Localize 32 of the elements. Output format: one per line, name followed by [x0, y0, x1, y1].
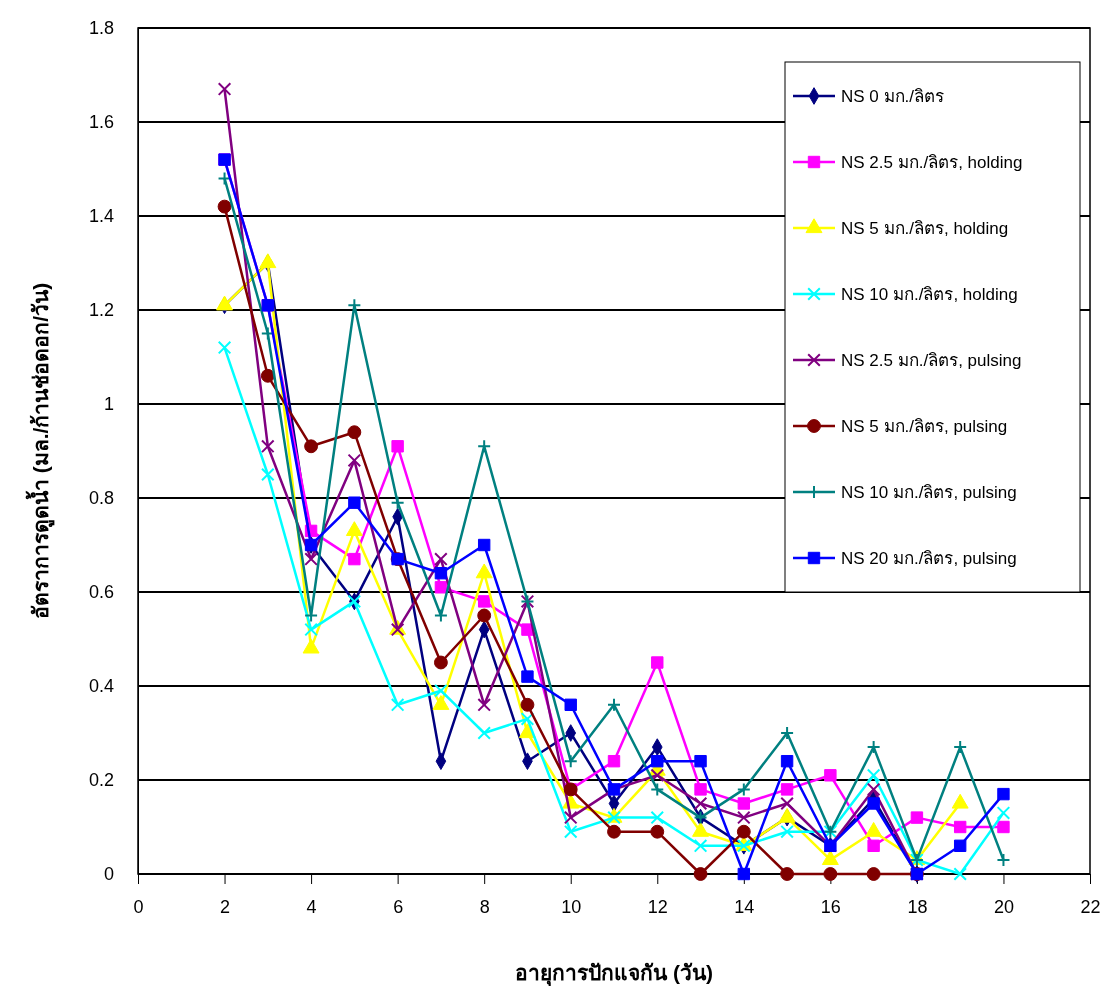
x-axis-title: อายุการปักแจกัน (วัน) — [515, 961, 713, 987]
legend-label: NS 0 มก./ลิตร — [841, 87, 944, 106]
legend-label: NS 2.5 มก./ลิตร, holding — [841, 153, 1023, 172]
y-tick-label: 1.6 — [88, 112, 114, 133]
x-tick-label: 20 — [993, 896, 1014, 917]
y-tick-label: 0.4 — [88, 676, 114, 697]
x-tick-label: 6 — [393, 896, 404, 917]
x-tick-label: 4 — [306, 896, 317, 917]
y-tick-label: 1.2 — [88, 300, 114, 321]
x-tick-label: 2 — [220, 896, 231, 917]
y-axis-title: อัตราการดูดน้ำ (มล./ก้านช่อดอก/วัน) — [25, 282, 55, 620]
legend-label: NS 20 มก./ลิตร, pulsing — [841, 549, 1017, 568]
x-tick-label: 8 — [479, 896, 490, 917]
x-tick-label: 10 — [561, 896, 582, 917]
legend-label: NS 10 มก./ลิตร, pulsing — [841, 483, 1017, 502]
y-tick-label: 0.8 — [88, 488, 114, 509]
x-tick-label: 12 — [647, 896, 668, 917]
x-tick-label: 16 — [820, 896, 841, 917]
legend-label: NS 5 มก./ลิตร, holding — [841, 219, 1009, 238]
legend-label: NS 10 มก./ลิตร, holding — [841, 285, 1018, 304]
legend-label: NS 2.5 มก./ลิตร, pulsing — [841, 351, 1022, 370]
x-tick-label: 22 — [1080, 896, 1101, 917]
x-tick-label: 0 — [133, 896, 144, 917]
x-tick-label: 18 — [907, 896, 928, 917]
y-tick-label: 0.2 — [88, 770, 114, 791]
y-tick-label: 1.8 — [88, 18, 114, 39]
y-tick-label: 0 — [103, 864, 114, 885]
x-tick-label: 14 — [734, 896, 755, 917]
y-tick-label: 0.6 — [88, 582, 114, 603]
y-tick-label: 1.4 — [88, 206, 114, 227]
legend-label: NS 5 มก./ลิตร, pulsing — [841, 417, 1008, 436]
y-tick-label: 1 — [103, 394, 114, 415]
